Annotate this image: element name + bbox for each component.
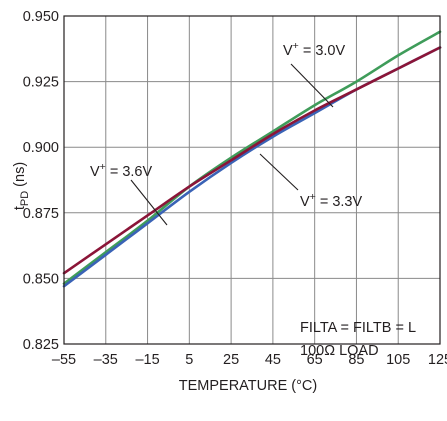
label-v33: V+ = 3.3V (259, 153, 362, 210)
x-tick-label: 125 (428, 352, 447, 368)
condition-note-line2-symbol: Ω (324, 343, 335, 359)
y-tick-label: 0.925 (23, 75, 59, 91)
series-label-3-3v-main: V (300, 194, 310, 210)
series-label-3-3v-rest: = 3.3V (316, 194, 363, 210)
y-tick-label: 0.950 (23, 9, 59, 25)
y-tick-label: 0.825 (23, 337, 59, 353)
leader-line-3-3v (259, 153, 299, 191)
x-tick-label: 105 (386, 352, 410, 368)
leader-line-3-0v (290, 63, 334, 108)
condition-note-line2-main: 100 (300, 343, 324, 359)
series-label-3-6v-sup: + (100, 161, 106, 173)
series-label-3-6v-main: V (90, 164, 100, 180)
series-line-3-6v (62, 46, 442, 275)
series-label-3-6v-rest: = 3.6V (106, 164, 153, 180)
label-v36: V+ = 3.6V (90, 161, 168, 226)
x-tick-label: 85 (348, 352, 364, 368)
y-axis-title-unit: (ns) (12, 162, 28, 191)
x-tick-label: –35 (94, 352, 118, 368)
series-label-3-0v-rest: = 3.0V (299, 43, 346, 59)
series-label-3-3v: V+ = 3.3V (300, 191, 362, 210)
x-tick-label: 5 (185, 352, 193, 368)
series-label-3-0v-main: V (283, 43, 293, 59)
plot-frame (63, 15, 441, 345)
series-label-3-6v: V+ = 3.6V (90, 161, 152, 180)
x-tick-label: 65 (307, 352, 323, 368)
condition-note-line2-rest: LOAD (335, 343, 379, 359)
series-label-3-3v-sup: + (310, 191, 316, 203)
x-tick-label: –55 (52, 352, 76, 368)
x-tick-label: –15 (135, 352, 159, 368)
y-tick-label: 0.900 (23, 140, 59, 156)
x-tick-labels: –55 –35 –15 5 25 45 65 85 105 125 (52, 352, 447, 368)
y-axis-title: tPD (ns) (12, 162, 31, 210)
label-v30: V+ = 3.0V (283, 40, 345, 108)
y-tick-labels: 0.825 0.850 0.875 0.900 0.925 0.950 (23, 9, 59, 353)
x-tick-label: 25 (223, 352, 239, 368)
series-lines (62, 30, 442, 288)
condition-note-line1: FILTA = FILTB = L (300, 320, 416, 336)
x-axis-title: TEMPERATURE (°C) (179, 378, 317, 394)
y-tick-label: 0.850 (23, 271, 59, 287)
series-label-3-0v: V+ = 3.0V (283, 40, 345, 59)
leader-line-3-6v (130, 179, 168, 226)
series-label-3-0v-sup: + (293, 40, 299, 52)
y-axis-title-subscript: PD (19, 191, 31, 206)
condition-note-line2: 100Ω LOAD (300, 343, 379, 359)
x-tick-label: 45 (265, 352, 281, 368)
y-tick-label: 0.875 (23, 206, 59, 222)
series-line-3-0v (62, 30, 442, 285)
y-axis-title-main: t (12, 206, 28, 210)
